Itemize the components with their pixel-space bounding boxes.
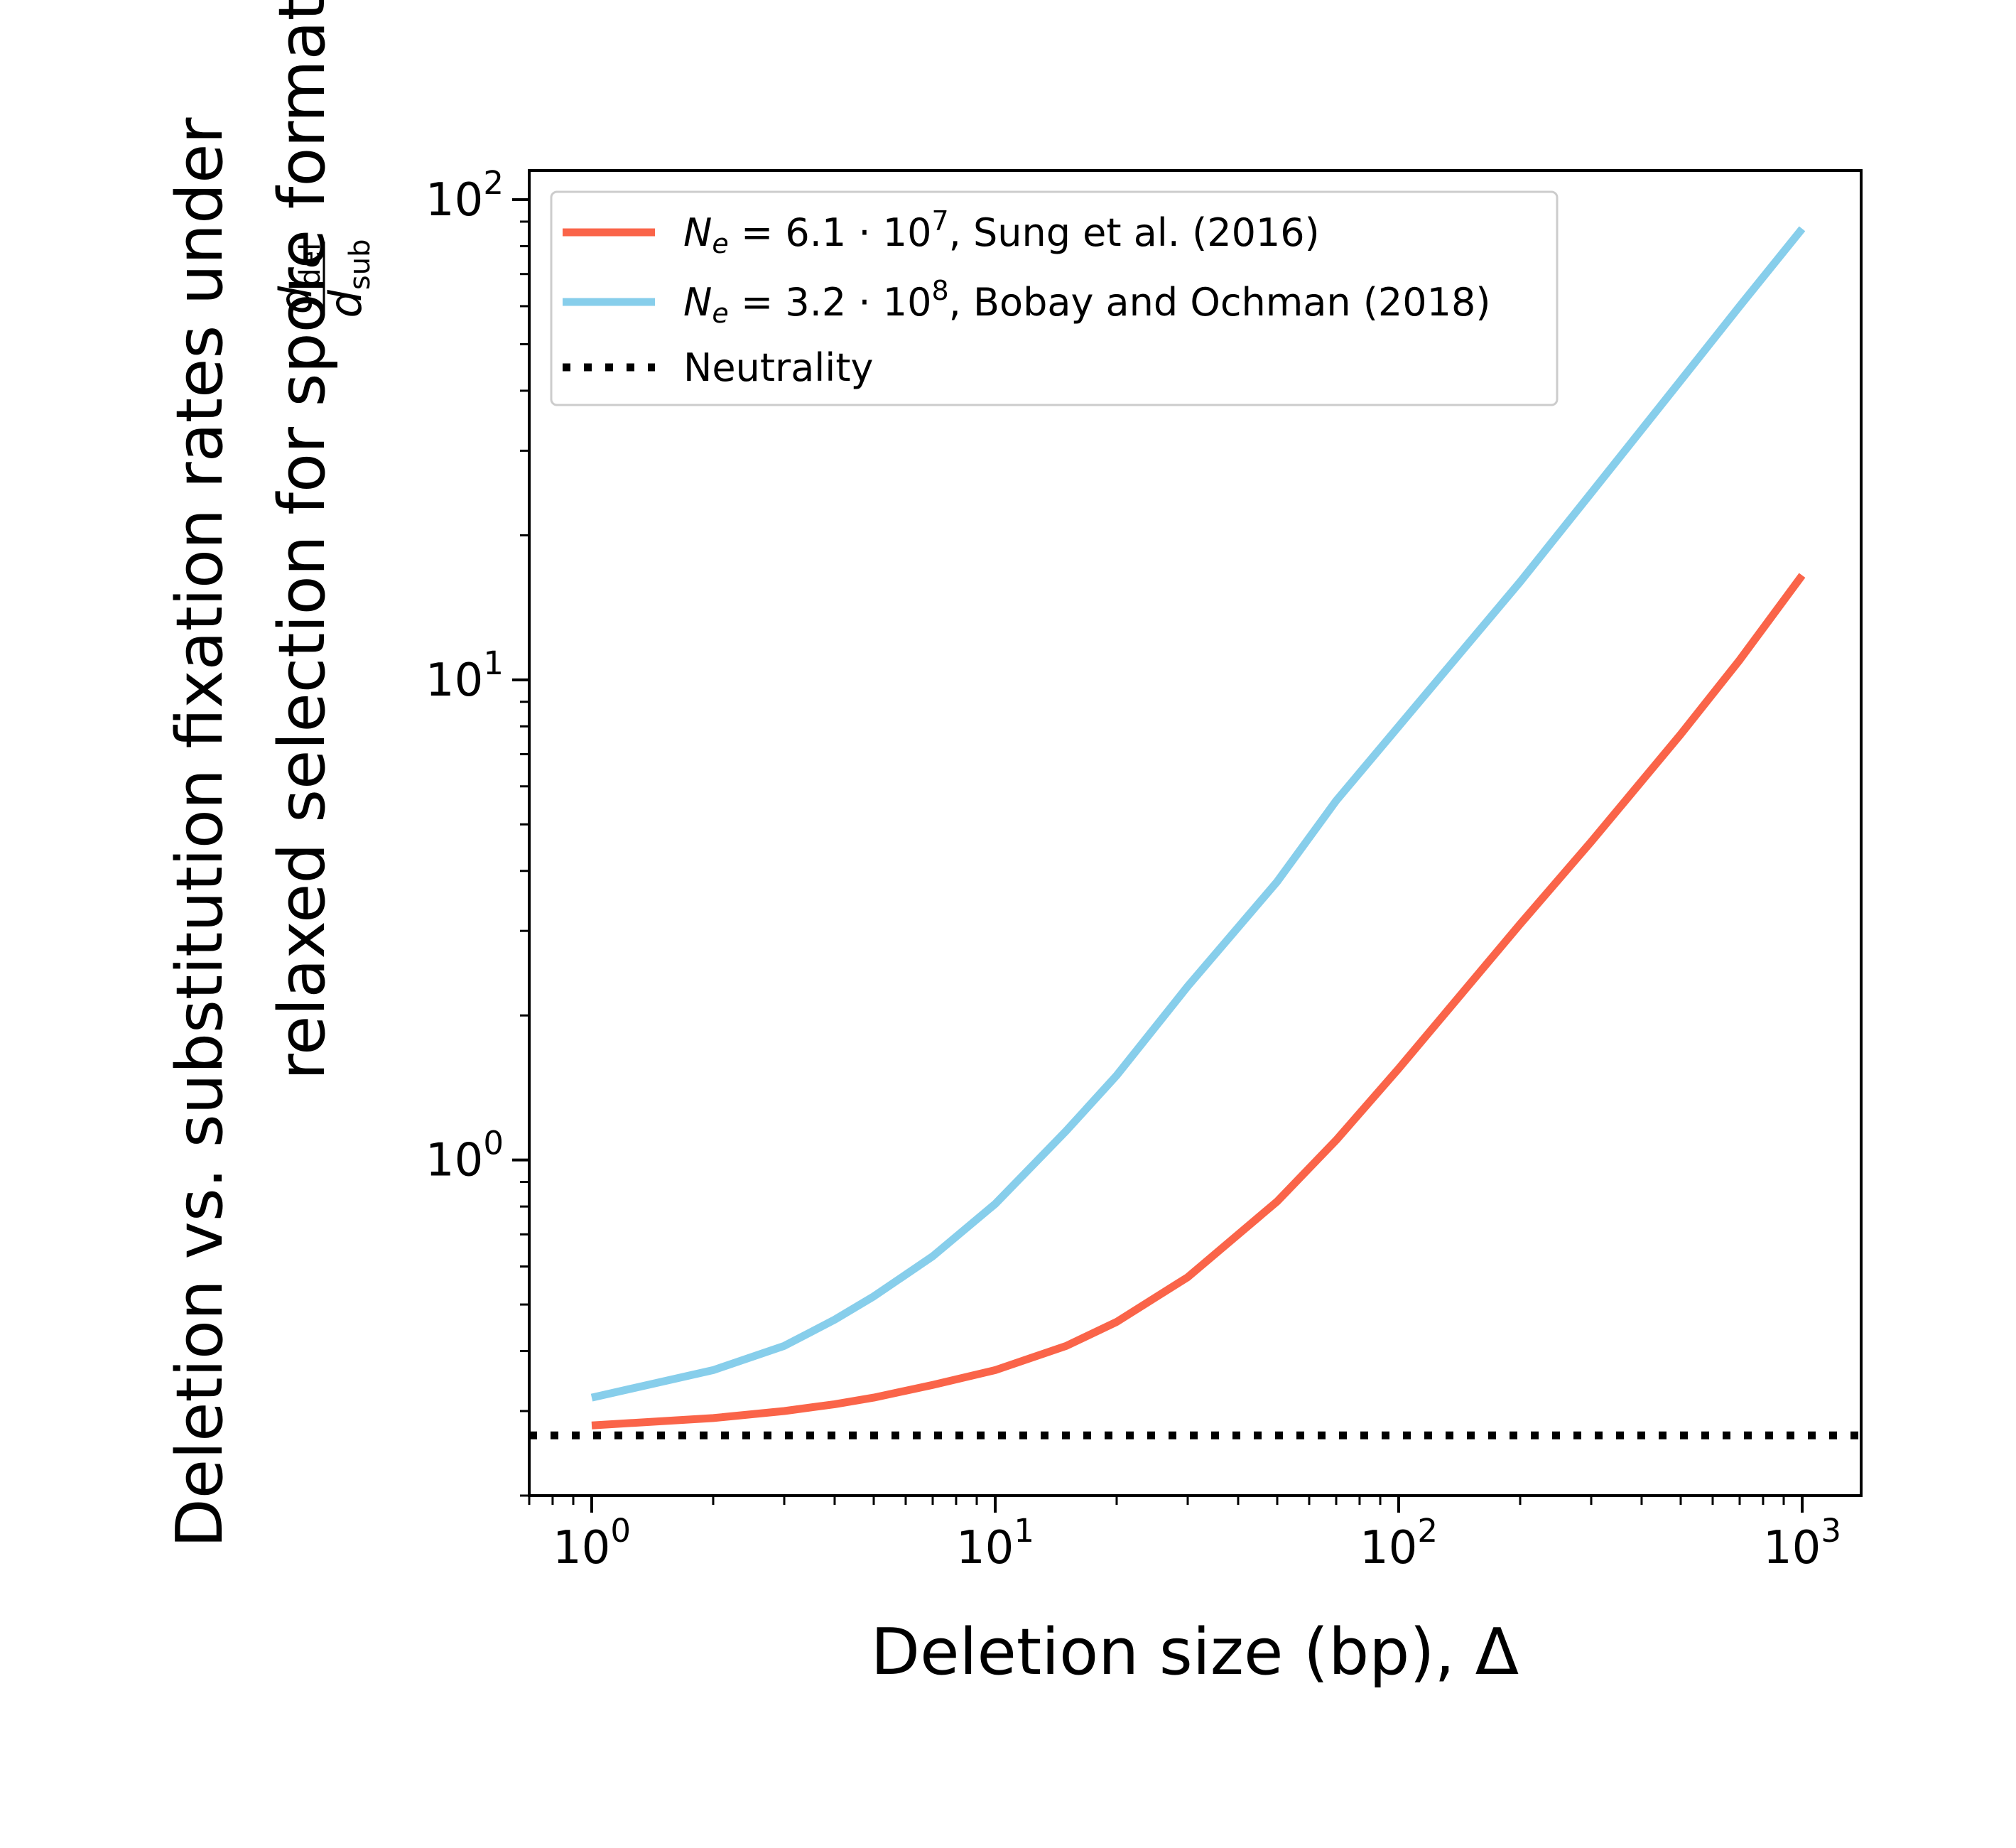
x-tick-label: 100 [553,1512,631,1574]
y-axis-label-fraction: ddel dsub [270,239,376,318]
legend-label-neutrality: Neutrality [683,345,873,390]
svg-text:ddel: ddel [270,243,327,314]
y-tick-label: 100 [426,1125,504,1187]
legend-entry-sung: Ne = 6.1 · 107, Sung et al. (2016) [563,205,1320,259]
x-tick-label: 101 [956,1512,1034,1574]
plot-lines [529,226,1861,1439]
series-line-sung [591,573,1806,1430]
y-axis-label: Deletion vs. substitution fixation rates… [163,0,376,1548]
legend-box [550,190,1559,406]
x-axis-label: Deletion size (bp), Δ [871,1615,1519,1690]
y-axis-label-line1: Deletion vs. substitution fixation rates… [163,117,237,1547]
legend-entry-neutrality: Neutrality [563,345,873,390]
series-line-bobay [590,226,1806,1402]
y-axis-ticks: 100 101 102 [426,164,529,1497]
legend-label-sung: Ne = 6.1 · 107, Sung et al. (2016) [683,205,1320,259]
x-tick-label: 103 [1763,1512,1841,1574]
svg-text:dsub: dsub [320,239,376,318]
legend: Ne = 6.1 · 107, Sung et al. (2016) Ne = … [550,190,1559,406]
x-axis-ticks: 100 101 102 103 [528,1496,1841,1574]
legend-entry-bobay: Ne = 3.2 · 108, Bobay and Ochman (2018) [563,275,1490,329]
y-tick-label: 101 [426,644,504,707]
plot-frame [528,169,1863,1497]
y-tick-label: 102 [426,164,504,227]
x-tick-label: 102 [1360,1512,1438,1574]
legend-label-bobay: Ne = 3.2 · 108, Bobay and Ochman (2018) [683,275,1490,329]
y-axis-label-line2: relaxed selection for spore formation, [265,0,340,1080]
